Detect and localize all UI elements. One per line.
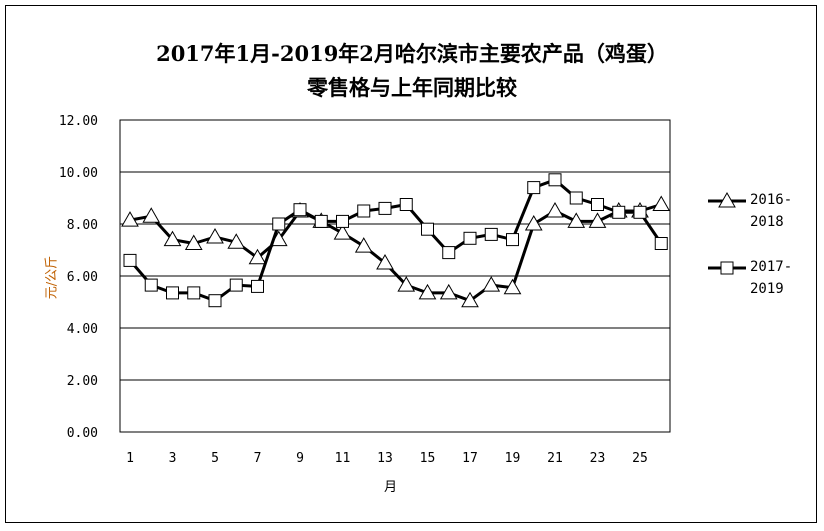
data-point-2017-2019 xyxy=(463,231,477,245)
data-point-2017-2019 xyxy=(357,204,371,218)
data-point-2017-2019 xyxy=(591,198,604,211)
data-point-2017-2019 xyxy=(506,233,519,247)
plot-border xyxy=(119,119,671,433)
data-point-2016-2018 xyxy=(652,195,671,211)
data-point-2016-2018 xyxy=(248,248,267,265)
legend-entry-2017-2019: 2017- 2019 xyxy=(750,256,792,300)
legend-label: 2018 xyxy=(750,214,784,230)
data-point-2016-2018 xyxy=(567,212,586,228)
data-point-2016-2018 xyxy=(142,207,161,223)
data-point-2016-2018 xyxy=(588,212,607,228)
data-point-2016-2018 xyxy=(546,201,564,218)
x-tick-label: 25 xyxy=(632,451,648,466)
data-point-2017-2019 xyxy=(187,286,201,300)
data-point-2017-2019 xyxy=(654,237,668,250)
chart-title: 2017年1月-2019年2月哈尔滨市主要农产品（鸡蛋） xyxy=(156,41,668,66)
data-point-2016-2018 xyxy=(206,227,224,244)
y-tick-label: 10.00 xyxy=(59,166,98,181)
data-point-2016-2018 xyxy=(121,211,139,227)
legend-label: 2019 xyxy=(750,281,784,297)
data-point-2016-2018 xyxy=(184,234,203,250)
data-point-2017-2019 xyxy=(229,278,243,292)
data-point-2016-2018 xyxy=(503,278,522,295)
data-point-2016-2018 xyxy=(482,276,501,292)
y-tick-label: 8.00 xyxy=(67,218,98,233)
data-point-2016-2018 xyxy=(397,276,416,292)
data-point-2017-2019 xyxy=(144,278,158,292)
data-point-2017-2019 xyxy=(166,286,179,300)
y-tick-label: 0.00 xyxy=(67,426,98,441)
y-tick-label: 2.00 xyxy=(67,374,98,389)
data-point-2016-2018 xyxy=(163,230,182,247)
x-tick-label: 1 xyxy=(126,451,134,466)
data-point-2017-2019 xyxy=(123,253,137,267)
x-tick-label: 11 xyxy=(335,451,351,466)
data-point-2016-2018 xyxy=(461,291,479,308)
data-point-2016-2018 xyxy=(227,233,246,249)
x-axis-label: 月 xyxy=(384,480,398,495)
x-tick-label: 7 xyxy=(254,451,262,466)
data-point-2016-2018 xyxy=(376,253,394,270)
data-point-2017-2019 xyxy=(442,246,456,260)
data-point-2017-2019 xyxy=(484,227,498,241)
x-tick-label: 21 xyxy=(547,451,563,466)
x-tick-label: 3 xyxy=(169,451,177,466)
legend-label: 2017- xyxy=(750,259,793,275)
y-tick-label: 12.00 xyxy=(59,114,98,129)
x-tick-label: 5 xyxy=(211,451,219,466)
data-point-2017-2019 xyxy=(208,294,222,308)
data-point-2017-2019 xyxy=(527,181,541,195)
chart-frame xyxy=(5,5,817,523)
data-point-2017-2019 xyxy=(251,279,264,293)
data-point-2017-2019 xyxy=(336,214,349,228)
x-tick-label: 19 xyxy=(505,451,521,466)
data-point-2017-2019 xyxy=(378,201,392,215)
data-point-2017-2019 xyxy=(612,205,626,219)
data-point-2016-2018 xyxy=(439,283,458,300)
data-point-2017-2019 xyxy=(399,198,413,211)
data-point-2017-2019 xyxy=(569,191,583,205)
legend-marker-triangle xyxy=(718,191,736,208)
legend-entry-2016-2018: 2016- 2018 xyxy=(750,189,792,233)
legend-label: 2016- xyxy=(750,192,793,208)
data-point-2017-2019 xyxy=(421,222,434,236)
data-point-2017-2019 xyxy=(633,205,647,219)
data-point-2017-2019 xyxy=(314,214,328,228)
data-point-2017-2019 xyxy=(293,203,307,217)
x-tick-label: 9 xyxy=(296,451,304,466)
x-tick-label: 13 xyxy=(377,451,393,466)
x-tick-label: 23 xyxy=(590,451,606,466)
data-point-2017-2019 xyxy=(548,173,562,187)
data-point-2016-2018 xyxy=(418,283,437,300)
data-point-2016-2018 xyxy=(333,224,352,240)
x-tick-label: 15 xyxy=(420,451,436,466)
series-line-2016-2018 xyxy=(129,203,662,303)
data-point-2016-2018 xyxy=(524,214,543,231)
data-point-2017-2019 xyxy=(272,217,286,231)
y-tick-label: 4.00 xyxy=(67,322,98,337)
x-tick-label: 17 xyxy=(462,451,478,466)
data-point-2016-2018 xyxy=(354,237,373,253)
chart-subtitle: 零售格与上年同期比较 xyxy=(307,75,517,100)
y-tick-label: 6.00 xyxy=(67,270,98,285)
legend-marker-square xyxy=(720,261,734,275)
